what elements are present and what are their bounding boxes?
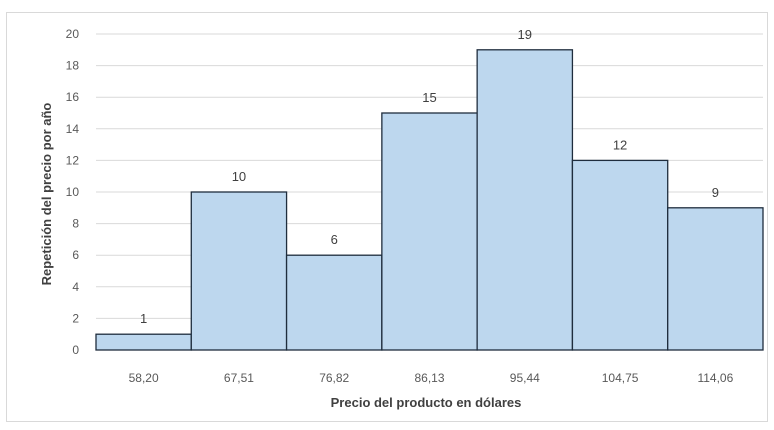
- x-tick-label: 86,13: [414, 371, 444, 385]
- histogram-bar: [476, 49, 574, 351]
- bar-data-label: 10: [232, 169, 246, 184]
- histogram-bar: [667, 207, 764, 351]
- x-tick-label: 76,82: [319, 371, 349, 385]
- x-axis-ticks: 58,20 67,51 76,82 86,13 95,44 104,75 114,06: [129, 371, 734, 385]
- x-tick-label: 104,75: [602, 371, 639, 385]
- y-tick-label: 14: [66, 122, 80, 136]
- x-tick-label: 67,51: [224, 371, 254, 385]
- bar-data-label: 6: [331, 232, 338, 247]
- histogram-bar: [571, 159, 669, 351]
- x-tick-label: 95,44: [510, 371, 540, 385]
- y-tick-label: 18: [66, 59, 80, 73]
- x-tick-label: 58,20: [129, 371, 159, 385]
- bars: [95, 49, 764, 351]
- data-labels: 1 10 6 15 19 12 9: [140, 27, 719, 326]
- bar-data-label: 1: [140, 311, 147, 326]
- y-tick-label: 16: [66, 90, 80, 104]
- y-tick-label: 8: [72, 217, 79, 231]
- x-tick-label: 114,06: [697, 371, 733, 385]
- y-tick-label: 0: [72, 343, 79, 357]
- x-axis-title: Precio del producto en dólares: [331, 395, 522, 410]
- histogram-bar: [95, 333, 192, 351]
- bar-data-label: 9: [712, 185, 719, 200]
- y-tick-label: 6: [72, 248, 79, 262]
- histogram-bar: [190, 191, 288, 351]
- y-tick-label: 20: [66, 27, 80, 41]
- bar-data-label: 19: [518, 27, 532, 42]
- bar-data-label: 12: [613, 137, 627, 152]
- y-tick-label: 12: [66, 153, 80, 167]
- histogram-bar: [381, 112, 478, 351]
- bar-data-label: 15: [422, 90, 436, 105]
- y-axis-ticks: 0 2 4 6 8 10 12 14 16 18 20: [66, 27, 80, 357]
- y-tick-label: 10: [66, 185, 80, 199]
- y-tick-label: 2: [72, 311, 79, 325]
- histogram-bar: [285, 254, 383, 351]
- y-tick-label: 4: [72, 280, 79, 294]
- y-axis-title: Repetición del precio por año: [39, 103, 54, 286]
